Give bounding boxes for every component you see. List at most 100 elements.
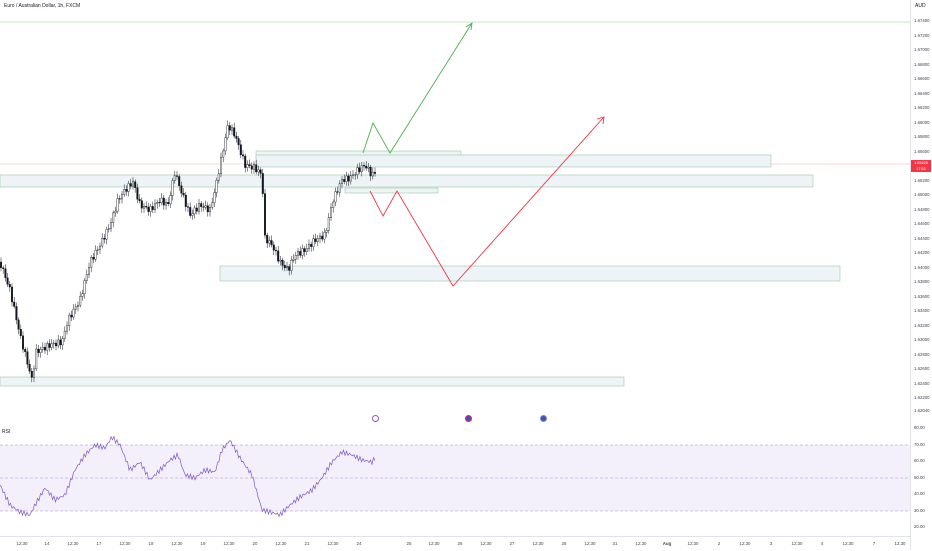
candle-body [323,232,326,240]
time-tick-label: 12:30 [791,541,803,546]
rsi-indicator-label[interactable]: RSI [2,429,11,435]
candle-body [228,125,231,131]
candle-body [332,201,335,208]
support-zone-current[interactable] [0,174,814,188]
candle-body [149,206,152,212]
candle-body [116,198,119,212]
event-icon[interactable] [540,415,547,422]
rsi-tick-label: 60.00 [914,458,925,463]
candle-body [347,175,350,182]
candle-body [310,243,313,247]
bearish-scenario-arrow[interactable] [369,116,605,287]
candle-body [162,197,165,206]
candle-body [230,127,233,131]
candle-body [109,222,112,229]
time-tick-label: Aug [662,541,672,546]
event-icon[interactable] [465,415,472,422]
candle-body [17,319,20,330]
time-tick-label: 4 [820,541,824,546]
candle-body [330,207,333,218]
currency-label: AUD [915,3,926,9]
rsi-tick-label: 70.00 [914,441,925,447]
time-tick-label: 18 [148,541,154,546]
candle-body [213,192,216,203]
event-icon[interactable] [372,415,379,422]
candle-body [134,181,137,188]
candle-body [257,169,260,173]
candle-body [81,293,84,297]
candle-body [173,175,176,181]
candle-body [140,200,143,209]
candlestick-series [0,120,377,383]
rsi-line[interactable] [0,435,376,518]
price-tick-label: 1.64400 [914,235,930,241]
candle-body [118,198,121,200]
candle-body [343,179,346,182]
candle-body [286,266,289,269]
candle-body [184,194,187,207]
candle-body [301,248,304,256]
time-tick-label: 31 [612,541,618,546]
price-tick-label: 1.63600 [914,293,930,299]
symbol-title[interactable]: Euro / Australian Dollar, 1h, FXCM [4,3,81,9]
candle-body [74,306,77,310]
time-tick-label: 12:30 [480,541,492,546]
demand-zone[interactable] [219,265,841,282]
price-tick-label: 1.65000 [914,192,930,197]
candle-body [208,207,211,213]
time-tick-label: 27 [509,541,515,546]
price-axis[interactable] [910,0,932,550]
time-tick-label: 12:30 [687,541,699,546]
time-tick-label: 2 [717,541,721,546]
candle-body [259,169,262,174]
candle-body [219,156,222,175]
price-tick-label: 1.64800 [914,206,930,212]
candle-body [48,343,51,348]
candle-body [131,181,134,187]
small-zone[interactable] [344,187,439,194]
candle-body [52,342,55,345]
candle-body [57,339,60,347]
candle-body [178,176,181,186]
candle-body [46,343,49,351]
price-tick-label: 1.67200 [914,32,930,38]
candle-body [24,349,27,352]
candle-body [61,338,64,346]
candle-body [356,167,359,175]
candle-body [10,286,13,303]
price-tick-label: 1.62800 [914,351,930,357]
candle-body [312,238,315,247]
candle-body [105,229,108,240]
resistance-zone-wide[interactable] [255,154,772,168]
price-tick-label: 1.63000 [914,337,930,342]
time-tick-label: 28 [561,541,567,546]
candle-body [327,217,330,231]
candle-body [371,171,374,177]
candle-body [33,368,36,378]
candle-body [50,343,53,348]
candle-body [264,193,267,236]
candle-body [338,183,341,193]
candle-body [275,250,278,252]
candle-body [120,194,123,200]
bullish-scenario-arrow[interactable] [362,22,473,154]
candle-body [255,164,258,173]
candle-body [308,243,311,249]
lower-demand-zone[interactable] [0,376,625,387]
candle-body [268,240,271,244]
price-tick-label: 1.65600 [914,148,930,154]
candle-body [96,249,99,251]
candle-body [288,266,291,271]
time-axis[interactable] [0,536,910,551]
price-tick-label: 1.66800 [914,61,930,67]
price-tick-label: 1.62600 [914,366,930,371]
candle-body [13,301,16,307]
rsi-tick-label: 50.00 [914,474,925,480]
time-tick-label: 12:30 [428,541,440,546]
candle-body [266,234,269,244]
candle-body [202,206,205,208]
price-tick-label: 1.66600 [914,76,930,81]
rsi-tick-label: 30.00 [914,507,925,513]
